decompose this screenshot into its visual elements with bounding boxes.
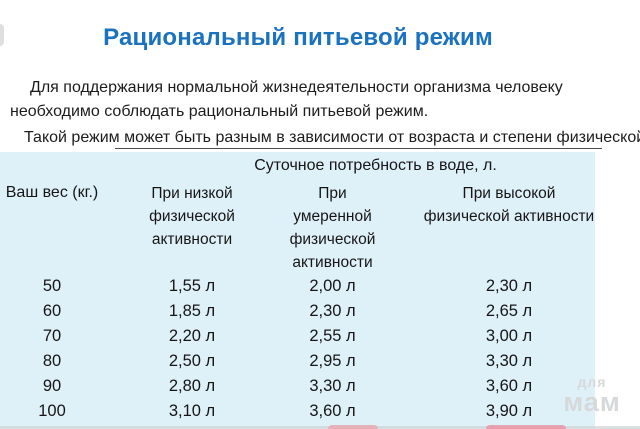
moderate-activity-header-line: умеренной xyxy=(293,208,372,225)
weight-cell: 90 xyxy=(42,377,62,395)
high-value-cell: 3,90 л xyxy=(485,402,533,420)
high-activity-header-line: физической активности xyxy=(423,208,595,225)
moderate-value-cell: 3,30 л xyxy=(309,377,356,395)
bottom-pink-artifact xyxy=(328,425,378,429)
moderate-activity-header-line: физической xyxy=(289,231,376,248)
weight-cell: 60 xyxy=(42,302,62,320)
low-value-cell: 1,85 л xyxy=(168,302,216,320)
moderate-value-cell: 2,55 л xyxy=(309,327,356,345)
high-value-cell: 3,60 л xyxy=(485,377,533,395)
low-value-cell: 3,10 л xyxy=(168,402,216,420)
weight-column-header: Ваш вес (кг.) xyxy=(5,184,99,201)
moderate-value-cell: 2,30 л xyxy=(309,302,356,320)
table-group-header-row: Суточное потребность в воде, л. xyxy=(0,152,597,180)
low-value-cell: 1,55 л xyxy=(168,277,216,295)
page-title-emphasis: Рациональный xyxy=(103,24,287,52)
moderate-value-cell: 3,60 л xyxy=(309,402,356,420)
watermark-line-2: мам xyxy=(563,387,621,417)
table-row: 70 2,20 л 2,55 л 3,00 л xyxy=(0,324,597,349)
fill-in-blank-line xyxy=(115,148,602,149)
low-activity-header-line: физической xyxy=(149,208,235,225)
empty-corner-cell xyxy=(0,152,104,180)
table-row: 90 2,80 л 3,30 л 3,60 л xyxy=(0,374,597,399)
left-edge-artifact xyxy=(0,24,4,46)
table-column-header-row: Ваш вес (кг.) При низкой физической акти… xyxy=(0,180,597,274)
site-watermark: для мам xyxy=(554,374,630,417)
moderate-activity-header-line: При xyxy=(318,185,347,202)
intro-paragraph: Для поддержания нормальной жизнедеятельн… xyxy=(10,76,634,124)
low-value-cell: 2,20 л xyxy=(168,327,216,345)
page-title-rest: питьевой режим xyxy=(293,24,493,52)
daily-need-header: Суточное потребность в воде, л. xyxy=(254,157,497,174)
low-activity-header: При низкой физической активности xyxy=(104,180,280,274)
table-row: 80 2,50 л 2,95 л 3,30 л xyxy=(0,349,597,374)
bottom-pink-artifact xyxy=(486,425,566,429)
high-value-cell: 3,00 л xyxy=(485,327,533,345)
high-value-cell: 2,65 л xyxy=(485,302,533,320)
low-value-cell: 2,50 л xyxy=(168,352,216,370)
moderate-activity-header: При умеренной физической активности xyxy=(280,180,385,274)
page-title: Рациональный питьевой режим xyxy=(0,24,640,52)
low-value-cell: 2,80 л xyxy=(168,377,216,395)
weight-cell: 80 xyxy=(42,352,62,370)
second-line-1: Такой режим может быть разным в зависимо… xyxy=(24,129,640,146)
moderate-value-cell: 2,00 л xyxy=(309,277,356,295)
moderate-value-cell: 2,95 л xyxy=(309,352,356,370)
high-activity-header-line: При высокой xyxy=(462,185,556,202)
weight-cell: 100 xyxy=(38,402,66,420)
bottom-photo-edge xyxy=(0,426,640,429)
table-row: 50 1,55 л 2,00 л 2,30 л xyxy=(0,274,597,299)
moderate-activity-header-line: активности xyxy=(292,254,373,271)
water-intake-table: Суточное потребность в воде, л. Ваш вес … xyxy=(0,152,597,424)
weight-cell: 50 xyxy=(42,277,62,295)
high-activity-header: При высокой физической активности xyxy=(385,180,597,274)
weight-cell: 70 xyxy=(42,327,62,345)
table-row: 100 3,10 л 3,60 л 3,90 л xyxy=(0,399,597,424)
high-value-cell: 3,30 л xyxy=(485,352,533,370)
intro-line-1: Для поддержания нормальной жизнедеятельн… xyxy=(30,79,563,96)
high-value-cell: 2,30 л xyxy=(485,277,533,295)
low-activity-header-line: При низкой xyxy=(151,185,233,202)
low-activity-header-line: активности xyxy=(151,231,233,248)
intro-line-2: необходимо соблюдать рациональный питьев… xyxy=(10,103,429,120)
watermark-line-1: для xyxy=(577,374,607,390)
water-table-panel: Суточное потребность в воде, л. Ваш вес … xyxy=(0,152,595,429)
table-row: 60 1,85 л 2,30 л 2,65 л xyxy=(0,299,597,324)
